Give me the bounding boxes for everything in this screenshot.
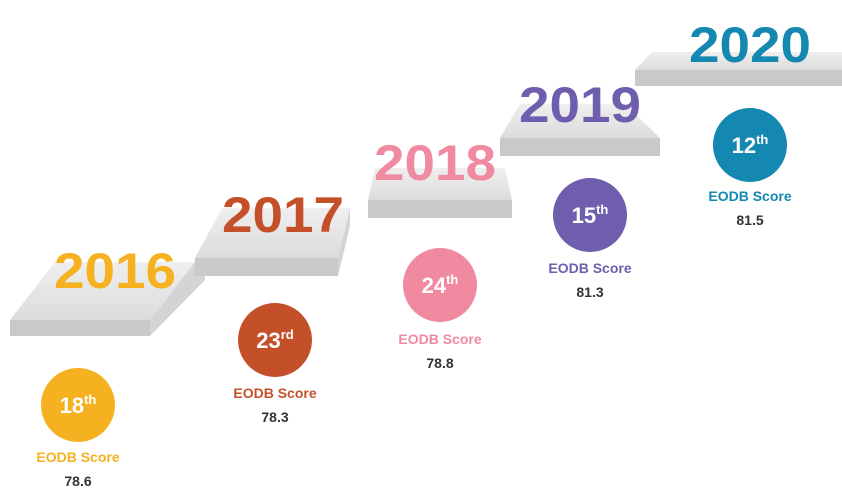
rank: 12th (732, 132, 769, 158)
score: 81.3 (576, 284, 603, 300)
slab-side (338, 208, 350, 276)
score-label: EODB Score (36, 449, 119, 465)
score: 78.8 (426, 355, 453, 371)
rank-badge (238, 303, 312, 377)
slab-front (500, 138, 660, 156)
step: 2018 24th EODB Score 78.8 (374, 135, 496, 371)
slab-front (635, 70, 842, 86)
score: 78.6 (64, 473, 91, 489)
score: 81.5 (736, 212, 763, 228)
steps-slabs (10, 52, 842, 336)
rank-badge (403, 248, 477, 322)
rank-badge (553, 178, 627, 252)
step: 2020 12th EODB Score 81.5 (689, 17, 811, 228)
rank: 18th (60, 392, 97, 418)
year: 2017 (222, 187, 344, 243)
slab-top (500, 104, 660, 138)
rank: 24th (422, 272, 459, 298)
rank-number: 24 (422, 273, 447, 298)
slab-top (368, 168, 512, 200)
slab-front (368, 200, 512, 218)
score-label: EODB Score (708, 188, 791, 204)
score-label: EODB Score (233, 385, 316, 401)
year: 2018 (374, 135, 496, 191)
rank-number: 23 (256, 328, 280, 353)
rank-suffix: th (84, 392, 96, 407)
year: 2019 (519, 77, 641, 133)
year: 2020 (689, 17, 811, 73)
rank: 15th (572, 202, 609, 228)
rank: 23rd (256, 327, 294, 353)
slab-top (635, 52, 842, 70)
year: 2016 (54, 243, 176, 299)
slab-side (150, 262, 205, 336)
step: 2016 18th EODB Score 78.6 (36, 243, 176, 489)
rank-badge (713, 108, 787, 182)
rank-suffix: rd (281, 327, 294, 342)
rank-number: 18 (60, 393, 84, 418)
rank-suffix: th (446, 272, 458, 287)
score: 78.3 (261, 409, 288, 425)
rank-number: 12 (732, 133, 756, 158)
rank-suffix: th (756, 132, 768, 147)
step: 2017 23rd EODB Score 78.3 (222, 187, 344, 425)
score-label: EODB Score (548, 260, 631, 276)
slab-top (195, 208, 350, 258)
rank-suffix: th (596, 202, 608, 217)
slab-front (10, 320, 150, 336)
slab-front (195, 258, 338, 276)
score-label: EODB Score (398, 331, 481, 347)
slab-top (10, 262, 195, 320)
rank-badge (41, 368, 115, 442)
rank-number: 15 (572, 203, 596, 228)
step: 2019 15th EODB Score 81.3 (519, 77, 641, 300)
